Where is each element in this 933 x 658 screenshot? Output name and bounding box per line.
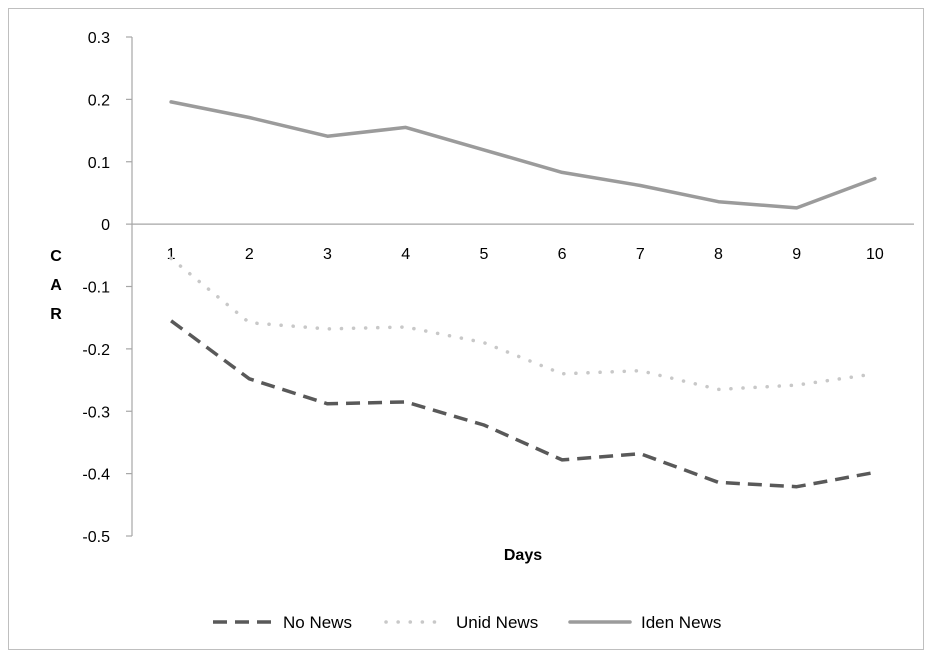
y-axis-title-letter: A [50,277,62,294]
y-tick-label: 0.2 [88,92,110,109]
x-axis-title: Days [504,547,542,564]
x-tick-label: 6 [558,246,567,263]
y-tick-label: 0.3 [88,30,110,47]
x-tick-label: 2 [245,246,254,263]
x-tick-label: 8 [714,246,723,263]
series-line-iden-news [169,100,877,210]
chart-border [8,8,924,650]
y-tick-label: 0 [101,217,110,234]
legend-label: Unid News [456,613,538,632]
x-tick-labels: 1 2 3 4 5 6 7 8 9 10 [167,246,884,263]
y-axis-title: CAR [50,248,62,323]
x-tick-label: 5 [479,246,488,263]
x-tick-label: 9 [792,246,801,263]
x-tick-label: 10 [866,246,884,263]
x-tick-label: 1 [167,246,176,263]
y-tick-label: -0.2 [82,342,110,359]
legend-label: No News [283,613,352,632]
x-tick-label: 3 [323,246,332,263]
y-tick-label: -0.1 [82,280,110,297]
y-tick-label: -0.3 [82,404,110,421]
y-tick-label: 0.1 [88,155,110,172]
y-tick-labels: 0.3 0.2 0.1 0 -0.1 -0.2 -0.3 -0.4 -0.5 [82,30,110,546]
x-tick-label: 4 [401,246,410,263]
y-axis-title-letter: R [50,306,62,323]
y-tick-label: -0.4 [82,467,110,484]
legend: No News Unid News Iden News [213,613,721,632]
series-line-no-news [170,319,876,489]
y-tick-label: -0.5 [82,529,110,546]
legend-label: Iden News [641,613,721,632]
y-axis-title-letter: C [50,248,62,265]
x-tick-label: 7 [636,246,645,263]
y-tick-marks [126,36,132,537]
series-lines [169,100,877,489]
